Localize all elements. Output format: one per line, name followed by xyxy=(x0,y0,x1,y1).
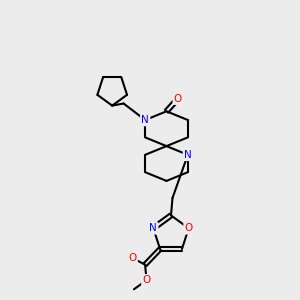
Text: O: O xyxy=(184,223,193,233)
Text: O: O xyxy=(128,253,136,263)
Text: O: O xyxy=(174,94,182,104)
Text: N: N xyxy=(149,223,157,233)
Text: N: N xyxy=(141,115,149,125)
Text: N: N xyxy=(184,150,192,160)
Text: O: O xyxy=(142,275,151,285)
